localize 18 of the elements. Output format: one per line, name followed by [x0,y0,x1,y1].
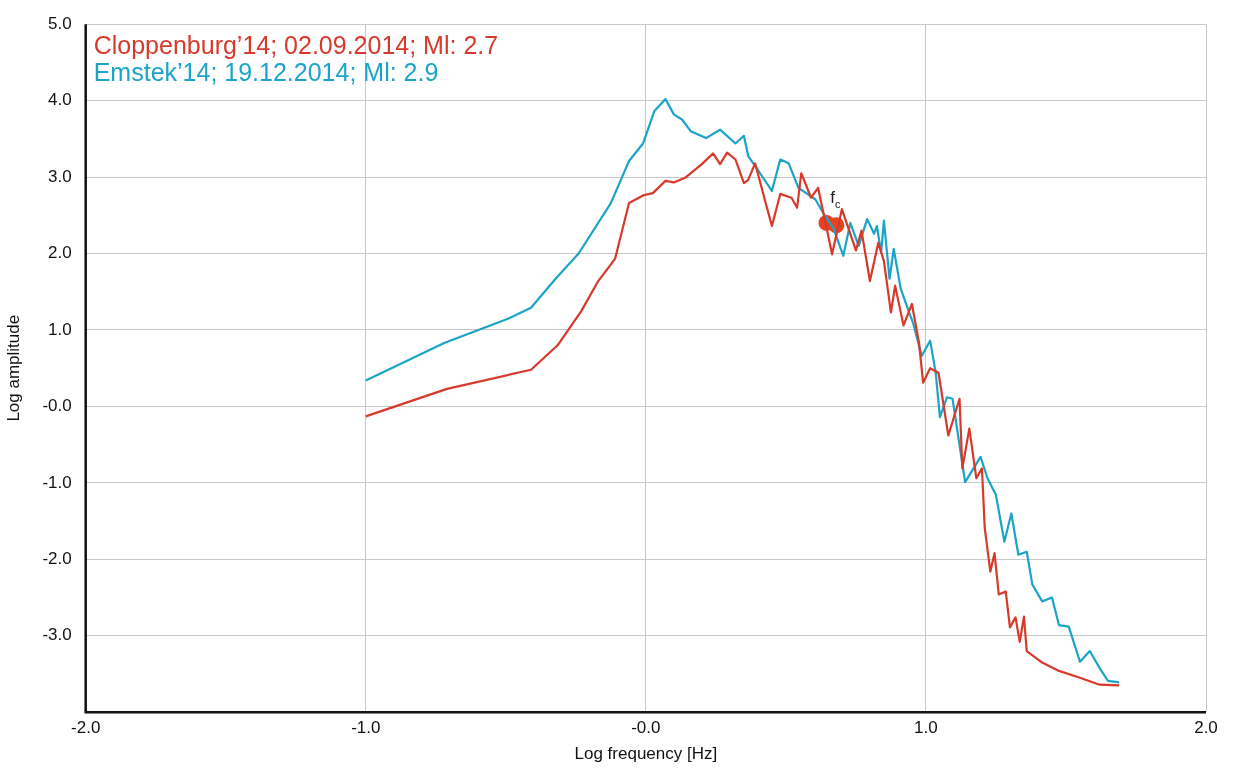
y-tick-label: 2.0 [48,243,72,263]
y-tick-label: 4.0 [48,90,72,110]
x-tick-label: -0.0 [631,718,661,738]
y-axis-title: Log amplitude [3,314,23,422]
y-tick-label: -1.0 [42,472,72,492]
text: Cloppenburg’14; 02.09.2014; Ml: 2.7 [93,31,499,60]
y-tick-label: 3.0 [48,166,72,186]
x-tick-label: 2.0 [1194,718,1218,738]
y-tick-label: 1.0 [48,319,72,339]
x-axis-title: Log frequency [Hz] [574,744,718,764]
x-tick-label: 1.0 [914,718,938,738]
y-tick-label: -0.0 [42,396,72,416]
text: Emstek’14; 19.12.2014; Ml: 2.9 [93,58,439,87]
y-tick-label: -3.0 [42,625,72,645]
y-tick-label: 5.0 [48,13,72,33]
x-tick-label: -2.0 [71,718,101,738]
x-tick-label: -1.0 [351,718,381,738]
y-tick-label: -2.0 [42,549,72,568]
